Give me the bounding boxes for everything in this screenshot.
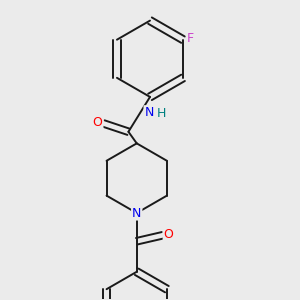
Text: F: F xyxy=(187,32,194,44)
Text: N: N xyxy=(145,106,154,119)
Text: O: O xyxy=(164,228,173,241)
Text: H: H xyxy=(157,107,167,120)
Text: N: N xyxy=(132,206,141,220)
Text: O: O xyxy=(93,116,103,129)
